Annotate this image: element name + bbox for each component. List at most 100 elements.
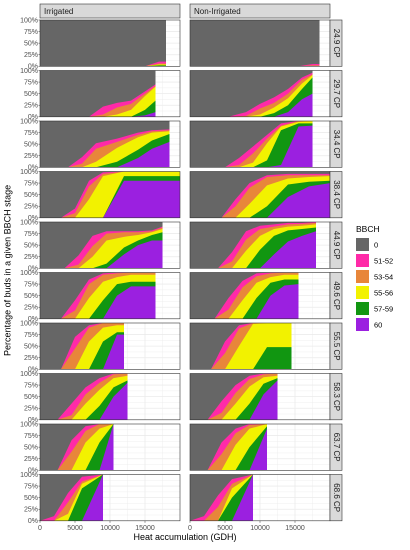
y-tick-label: 50% — [24, 394, 38, 401]
y-tick-label: 100% — [20, 68, 38, 75]
legend-swatch — [356, 318, 369, 331]
legend-swatch — [356, 286, 369, 299]
area-stage-60 — [40, 382, 128, 420]
row-strip — [329, 120, 343, 168]
facet-panel — [39, 322, 181, 370]
row-strip — [329, 322, 343, 370]
column-strip-label: Irrigated — [44, 7, 73, 16]
area-stage-0 — [40, 20, 166, 67]
row-strip — [329, 423, 343, 471]
row-strip — [329, 221, 343, 269]
area-stage-60 — [40, 286, 156, 319]
row-strip-label: 24.9 CP — [332, 29, 341, 58]
y-tick-label: 100% — [20, 219, 38, 226]
x-tick-label: 5000 — [217, 525, 233, 532]
y-tick-label: 100% — [20, 169, 38, 176]
legend-label: 55-56 — [374, 289, 393, 298]
area-stage-60 — [190, 93, 313, 117]
facet-panel — [39, 19, 181, 67]
y-tick-label: 0% — [28, 215, 38, 222]
row-strip — [329, 70, 343, 118]
y-tick-label: 100% — [20, 472, 38, 479]
area-stage-57-59 — [190, 123, 313, 168]
facet-panel — [39, 423, 181, 471]
y-tick-label: 50% — [24, 91, 38, 98]
y-tick-label: 0% — [28, 367, 38, 374]
y-tick-label: 50% — [24, 293, 38, 300]
facet-strips: Irrigated Non-Irrigated 24.9 CP 29.7 CP 34.4… — [39, 3, 343, 522]
area-stage-60 — [40, 112, 156, 117]
y-tick-label: 0% — [28, 114, 38, 121]
y-tick-label: 50% — [24, 343, 38, 350]
x-tick-label: 0 — [38, 525, 42, 532]
y-tick-label: 100% — [20, 421, 38, 428]
y-tick-label: 25% — [24, 406, 38, 413]
y-tick-label: 25% — [24, 153, 38, 160]
area-stage-57-59 — [190, 474, 253, 521]
facet-panel — [39, 474, 181, 522]
y-tick-label: 100% — [20, 17, 38, 24]
area-stage-60 — [40, 474, 103, 521]
area-stage-57-59 — [40, 474, 103, 521]
facet-panel — [189, 171, 331, 219]
x-tick-label: 10000 — [250, 525, 270, 532]
facet-panel — [39, 221, 181, 269]
area-stage-60 — [40, 424, 114, 471]
facet-panel — [189, 322, 331, 370]
row-strip-label: 44.9 CP — [332, 231, 341, 260]
row-strip-label: 58.3 CP — [332, 382, 341, 411]
area-stage-60 — [40, 334, 124, 370]
legend: BBCH 0 51-52 53-54 55-56 57-59 60 — [356, 224, 393, 331]
legend-label: 0 — [374, 241, 378, 250]
panel-grid — [39, 19, 331, 522]
row-strip — [329, 474, 343, 522]
legend-swatch — [356, 270, 369, 283]
area-stage-0 — [190, 20, 320, 67]
row-strip-label: 29.7 CP — [332, 79, 341, 108]
facet-panel — [39, 272, 181, 320]
row-strip-label: 49.6 CP — [332, 281, 341, 310]
column-strip — [189, 3, 331, 19]
legend-swatch — [356, 238, 369, 251]
facet-panel — [189, 120, 331, 168]
area-stage-57-59 — [40, 100, 156, 117]
area-stage-57-59 — [40, 332, 124, 370]
y-tick-label: 50% — [24, 141, 38, 148]
row-strip-label: 55.5 CP — [332, 332, 341, 361]
y-tick-label: 25% — [24, 355, 38, 362]
x-tick-label: 0 — [188, 525, 192, 532]
y-tick-label: 100% — [20, 270, 38, 277]
y-tick-label: 25% — [24, 254, 38, 261]
y-tick-label: 25% — [24, 52, 38, 59]
row-strip — [329, 171, 343, 219]
legend-swatch — [356, 254, 369, 267]
y-tick-label: 50% — [24, 40, 38, 47]
area-stage-60 — [190, 474, 253, 521]
y-tick-label: 75% — [24, 231, 38, 238]
facet-panel — [189, 272, 331, 320]
y-axis-title: Percentage of buds in a given BBCH stage — [2, 185, 12, 356]
y-tick-label: 0% — [28, 165, 38, 172]
y-tick-label: 50% — [24, 242, 38, 249]
facet-panel — [189, 423, 331, 471]
y-tick-label: 0% — [28, 417, 38, 424]
area-stage-57-59 — [40, 424, 114, 471]
y-tick-label: 25% — [24, 305, 38, 312]
area-stage-60 — [190, 231, 316, 269]
y-tick-label: 25% — [24, 204, 38, 211]
area-stage-60 — [190, 428, 267, 471]
facet-panel — [189, 221, 331, 269]
y-tick-label: 0% — [28, 316, 38, 323]
x-tick-label: 15000 — [285, 525, 305, 532]
area-stage-57-59 — [190, 426, 267, 471]
x-axis-title: Heat accumulation (GDH) — [133, 532, 236, 542]
legend-label: 53-54 — [374, 273, 393, 282]
area-stage-57-59 — [190, 347, 292, 370]
y-tick-label: 50% — [24, 495, 38, 502]
y-tick-label: 25% — [24, 103, 38, 110]
y-tick-label: 75% — [24, 180, 38, 187]
area-stage-60 — [40, 141, 170, 168]
y-tick-label: 75% — [24, 483, 38, 490]
y-tick-label: 100% — [20, 118, 38, 125]
